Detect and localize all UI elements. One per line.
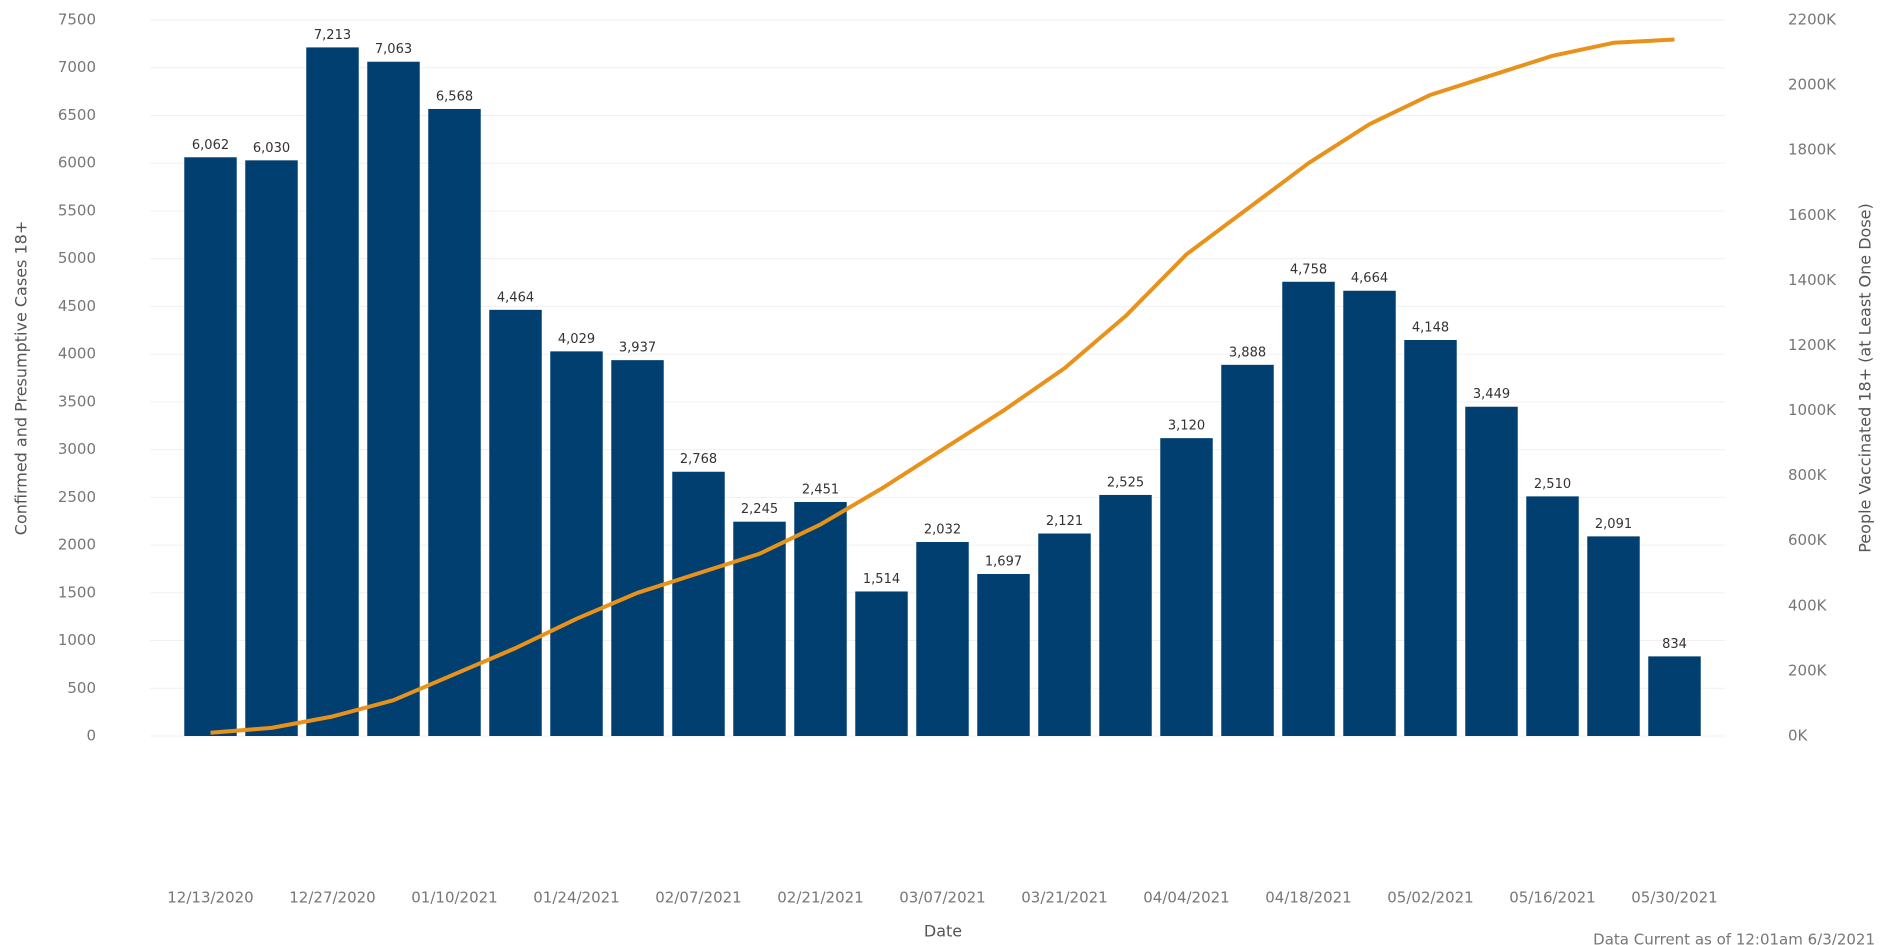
- bar: [489, 309, 542, 736]
- y-tick-label: 7500: [58, 11, 96, 29]
- data-label: 3,449: [1473, 387, 1510, 402]
- y2-tick-label: 800K: [1788, 466, 1828, 484]
- data-label: 2,510: [1534, 477, 1571, 492]
- data-label: 4,148: [1412, 321, 1449, 336]
- data-label: 6,062: [192, 138, 229, 153]
- data-label: 4,464: [497, 290, 534, 305]
- x-tick-label: 04/18/2021: [1265, 889, 1351, 907]
- x-tick-label: 12/27/2020: [289, 889, 375, 907]
- y-tick-label: 2500: [58, 488, 96, 506]
- y2-axis-title: People Vaccinated 18+ (at Least One Dose…: [1856, 203, 1875, 553]
- x-tick-label: 12/13/2020: [167, 889, 253, 907]
- bar: [916, 542, 969, 736]
- data-label: 4,758: [1290, 262, 1327, 277]
- x-tick-label: 03/21/2021: [1021, 889, 1107, 907]
- y2-tick-label: 2000K: [1788, 76, 1837, 94]
- bar: [1526, 496, 1579, 736]
- y-tick-label: 4000: [58, 345, 96, 363]
- y-tick-label: 1000: [58, 631, 96, 649]
- data-label: 3,937: [619, 341, 656, 356]
- bar: [306, 47, 359, 737]
- y-tick-label: 3500: [58, 392, 96, 410]
- y-tick-label: 1500: [58, 583, 96, 601]
- bar: [550, 351, 603, 736]
- y-tick-label: 0: [86, 727, 96, 745]
- y2-tick-label: 400K: [1788, 596, 1828, 614]
- data-label: 2,768: [680, 452, 717, 467]
- line: [210, 37, 1675, 735]
- data-label: 3,888: [1229, 345, 1266, 360]
- y-axis-title: Confirmed and Presumptive Cases 18+: [12, 221, 31, 535]
- bar: [794, 502, 847, 736]
- bar: [1343, 290, 1396, 736]
- bar: [855, 591, 908, 736]
- data-label: 1,697: [985, 554, 1022, 569]
- data-label: 1,514: [863, 572, 900, 587]
- data-label: 4,029: [558, 332, 595, 347]
- data-label: 4,664: [1351, 271, 1388, 286]
- y-tick-label: 6000: [58, 154, 96, 172]
- y-tick-label: 7000: [58, 58, 96, 76]
- y-tick-label: 500: [67, 679, 96, 697]
- bar: [1282, 281, 1335, 736]
- bar: [245, 160, 298, 736]
- data-label: 2,032: [924, 523, 961, 538]
- x-tick-label: 04/04/2021: [1143, 889, 1229, 907]
- bar: [611, 360, 664, 736]
- y2-tick-label: 1600K: [1788, 206, 1837, 224]
- y-tick-label: 3000: [58, 440, 96, 458]
- bar: [1038, 533, 1091, 736]
- y-tick-label: 5000: [58, 249, 96, 267]
- data-label: 6,568: [436, 89, 473, 104]
- y2-tick-label: 1400K: [1788, 271, 1837, 289]
- x-tick-label: 05/02/2021: [1387, 889, 1473, 907]
- bar: [1587, 536, 1640, 736]
- y2-tick-label: 200K: [1788, 661, 1828, 679]
- data-label: 3,120: [1168, 419, 1205, 434]
- x-tick-label: 02/21/2021: [777, 889, 863, 907]
- y-tick-label: 6500: [58, 106, 96, 124]
- bar: [1465, 406, 1518, 736]
- data-label: 6,030: [253, 141, 290, 156]
- y-tick-label: 5500: [58, 201, 96, 219]
- y2-tick-label: 1200K: [1788, 336, 1837, 354]
- y-tick-label: 4500: [58, 297, 96, 315]
- data-label: 2,091: [1595, 517, 1632, 532]
- y2-tick-label: 1800K: [1788, 141, 1837, 159]
- bar: [1404, 340, 1457, 736]
- bar: [1099, 494, 1152, 736]
- y2-tick-label: 0K: [1788, 727, 1809, 745]
- y2-tick-label: 600K: [1788, 531, 1828, 549]
- bar: [367, 61, 420, 736]
- data-label: 7,213: [314, 28, 351, 43]
- x-tick-label: 03/07/2021: [899, 889, 985, 907]
- data-label: 2,525: [1107, 475, 1144, 490]
- x-tick-label: 05/30/2021: [1631, 889, 1717, 907]
- x-tick-label: 05/16/2021: [1509, 889, 1595, 907]
- y-tick-label: 2000: [58, 536, 96, 554]
- bar: [184, 157, 237, 736]
- data-label: 7,063: [375, 42, 412, 57]
- y2-tick-label: 2200K: [1788, 11, 1837, 29]
- data-label: 2,121: [1046, 514, 1083, 529]
- bar: [428, 108, 481, 737]
- bar: [1160, 438, 1213, 736]
- data-label: 2,245: [741, 502, 778, 517]
- bar: [1648, 656, 1701, 736]
- x-tick-label: 02/07/2021: [655, 889, 741, 907]
- bar: [977, 573, 1030, 736]
- x-axis-title: Date: [924, 922, 962, 941]
- y2-tick-label: 1000K: [1788, 401, 1837, 419]
- data-label: 834: [1662, 637, 1687, 652]
- bar: [1221, 364, 1274, 736]
- footnote: Data Current as of 12:01am 6/3/2021: [1593, 931, 1875, 945]
- data-label: 2,451: [802, 483, 839, 498]
- x-tick-label: 01/10/2021: [411, 889, 497, 907]
- bar: [672, 471, 725, 736]
- x-tick-label: 01/24/2021: [533, 889, 619, 907]
